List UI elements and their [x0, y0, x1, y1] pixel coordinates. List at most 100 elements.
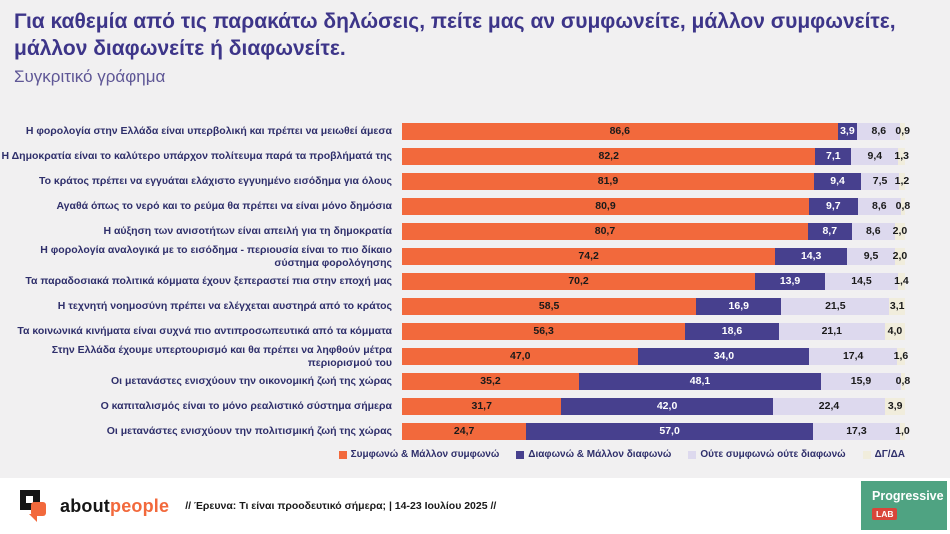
bar-segment-value: 9,4 — [830, 175, 845, 188]
chart-row: Η φορολογία στην Ελλάδα είναι υπερβολική… — [0, 119, 950, 144]
bar-segment-value: 80,9 — [595, 200, 616, 213]
aboutpeople-logo-text: aboutpeople — [60, 496, 169, 517]
brand-lab-badge: LAB — [872, 507, 898, 521]
bar-segment: 14,3 — [775, 248, 848, 265]
row-bars: 56,3 18,6 21,1 4,0 — [402, 323, 905, 340]
row-label: Τα παραδοσιακά πολιτικά κόμματα έχουν ξε… — [25, 275, 392, 288]
bar-segment: 18,6 — [685, 323, 779, 340]
bar-segment: 56,3 — [402, 323, 686, 340]
row-bars: 80,7 8,7 8,6 2,0 — [402, 223, 907, 240]
bar-segment-value: 86,6 — [609, 125, 631, 138]
bar-segment: 13,9 — [755, 273, 825, 290]
bar-segment-value: 24,7 — [453, 425, 475, 438]
bar-segment-value: 1,6 — [893, 350, 909, 363]
bar-segment-value: 21,5 — [825, 300, 846, 313]
bar-segment: 86,6 — [402, 123, 838, 140]
bar-segment-value: 3,1 — [889, 300, 905, 313]
bar-segment-value: 21,1 — [821, 325, 843, 338]
chart-row: Αγαθά όπως το νερό και το ρεύμα θα πρέπε… — [0, 194, 950, 219]
bar-segment-value: 22,4 — [818, 400, 840, 413]
bar-segment-value: 34,0 — [713, 350, 735, 363]
row-bars: 74,2 14,3 9,5 2,0 — [402, 248, 907, 265]
page-subtitle: Συγκριτικό γράφημα — [14, 67, 166, 86]
bar-segment: 8,6 — [857, 123, 901, 140]
legend-label: ΔΓ/ΔΑ — [874, 449, 905, 460]
bar-segment: 15,9 — [820, 373, 901, 390]
bar-segment: 4,0 — [884, 323, 905, 340]
bar-segment-value: 9,4 — [867, 150, 883, 163]
bar-segment-value: 1,3 — [894, 150, 910, 163]
legend-item: ΔΓ/ΔΑ — [862, 449, 905, 460]
bar-segment-value: 74,2 — [578, 250, 599, 263]
bar-segment: 0,9 — [895, 123, 910, 140]
row-label: Τα κοινωνικά κινήματα είναι συχνά πιο αν… — [17, 325, 392, 338]
chart-row: Οι μετανάστες ενισχύουν την οικονομική ζ… — [0, 369, 950, 394]
bar-segment: 8,6 — [851, 223, 895, 240]
chart-row: Οι μετανάστες ενισχύουν την πολιτισμική … — [0, 419, 950, 444]
row-bars: 70,2 13,9 14,5 1,4 — [402, 273, 909, 290]
chart-row: Η τεχνητή νοημοσύνη πρέπει να ελέγχεται … — [0, 294, 950, 319]
chart-row: Το κράτος πρέπει να εγγυάται ελάχιστο εγ… — [0, 169, 950, 194]
bar-segment-value: 7,5 — [872, 175, 888, 188]
bar-segment-value: 48,1 — [689, 375, 711, 388]
legend-label: Συμφωνώ & Μάλλον συμφωνώ — [350, 449, 500, 460]
bar-segment: 31,7 — [402, 398, 562, 415]
page-title: Για καθεμία από τις παρακάτω δηλώσεις, π… — [14, 10, 896, 61]
bar-segment-value: 3,9 — [840, 125, 855, 138]
bar-segment: 8,6 — [857, 198, 901, 215]
bar-segment-value: 3,9 — [887, 400, 903, 413]
bar-segment: 1,6 — [894, 348, 908, 365]
bar-segment-value: 82,2 — [598, 150, 619, 163]
legend: Συμφωνώ & Μάλλον συμφωνώ Διαφωνώ & Μάλλον… — [338, 449, 905, 460]
bar-segment-value: 16,9 — [728, 300, 749, 313]
row-bars: 47,0 34,0 17,4 1,6 — [402, 348, 908, 365]
bar-segment: 3,9 — [885, 398, 905, 415]
legend-item: Συμφωνώ & Μάλλον συμφωνώ — [338, 449, 500, 460]
bar-segment-value: 8,7 — [822, 225, 838, 238]
row-label: Η αύξηση των ανισοτήτων είναι απειλή για… — [103, 225, 392, 238]
row-label: Η φορολογία στην Ελλάδα είναι υπερβολική… — [25, 125, 392, 138]
bar-segment-value: 1,2 — [894, 175, 910, 188]
bar-segment: 9,4 — [813, 173, 862, 190]
chart-row: Η αύξηση των ανισοτήτων είναι απειλή για… — [0, 219, 950, 244]
bar-segment: 81,9 — [402, 173, 814, 190]
bar-segment: 74,2 — [402, 248, 776, 265]
bar-segment: 57,0 — [526, 423, 813, 440]
bar-segment-value: 14,5 — [851, 275, 872, 288]
bar-segment: 7,1 — [815, 148, 852, 165]
bar-segment: 24,7 — [402, 423, 527, 440]
bar-segment: 1,0 — [895, 423, 910, 440]
bar-segment: 21,1 — [778, 323, 885, 340]
bar-segment: 80,9 — [402, 198, 809, 215]
bar-segment-value: 8,6 — [871, 125, 887, 138]
chart-row: Τα κοινωνικά κινήματα είναι συχνά πιο αν… — [0, 319, 950, 344]
bar-segment: 3,1 — [889, 298, 905, 315]
bar-segment-value: 1,4 — [894, 275, 909, 288]
bar-segment: 47,0 — [402, 348, 639, 365]
row-bars: 58,5 16,9 21,5 3,1 — [402, 298, 905, 315]
bar-segment-value: 35,2 — [480, 375, 501, 388]
bar-segment-value: 80,7 — [594, 225, 616, 238]
bar-segment: 17,3 — [812, 423, 900, 440]
bar-segment: 80,7 — [402, 223, 808, 240]
chart-row: Ο καπιταλισμός είναι το μόνο ρεαλιστικό … — [0, 394, 950, 419]
stacked-bar-chart: Η φορολογία στην Ελλάδα είναι υπερβολική… — [0, 119, 950, 444]
aboutpeople-logo: aboutpeople — [18, 486, 169, 526]
row-label: Αγαθά όπως το νερό και το ρεύμα θα πρέπε… — [56, 200, 392, 213]
bar-segment: 8,7 — [807, 223, 852, 240]
legend-swatch — [862, 450, 871, 459]
row-label: Ο καπιταλισμός είναι το μόνο ρεαλιστικό … — [100, 400, 392, 413]
bar-segment-value: 81,9 — [597, 175, 619, 188]
bar-segment: 42,0 — [561, 398, 773, 415]
bar-segment: 21,5 — [781, 298, 890, 315]
bar-segment: 82,2 — [402, 148, 816, 165]
footer: aboutpeople // Έρευνα: Τι είναι προοδευτ… — [0, 478, 950, 534]
brand-name: Progressive — [872, 489, 944, 503]
row-label: Οι μετανάστες ενισχύουν την οικονομική ζ… — [110, 375, 392, 388]
bar-segment: 3,9 — [837, 123, 858, 140]
bar-segment: 70,2 — [402, 273, 756, 290]
row-label: Η φορολογία αναλογικά με το εισόδημα - π… — [40, 244, 392, 269]
bar-segment-value: 0,9 — [895, 125, 911, 138]
bar-segment-value: 0,8 — [895, 375, 911, 388]
